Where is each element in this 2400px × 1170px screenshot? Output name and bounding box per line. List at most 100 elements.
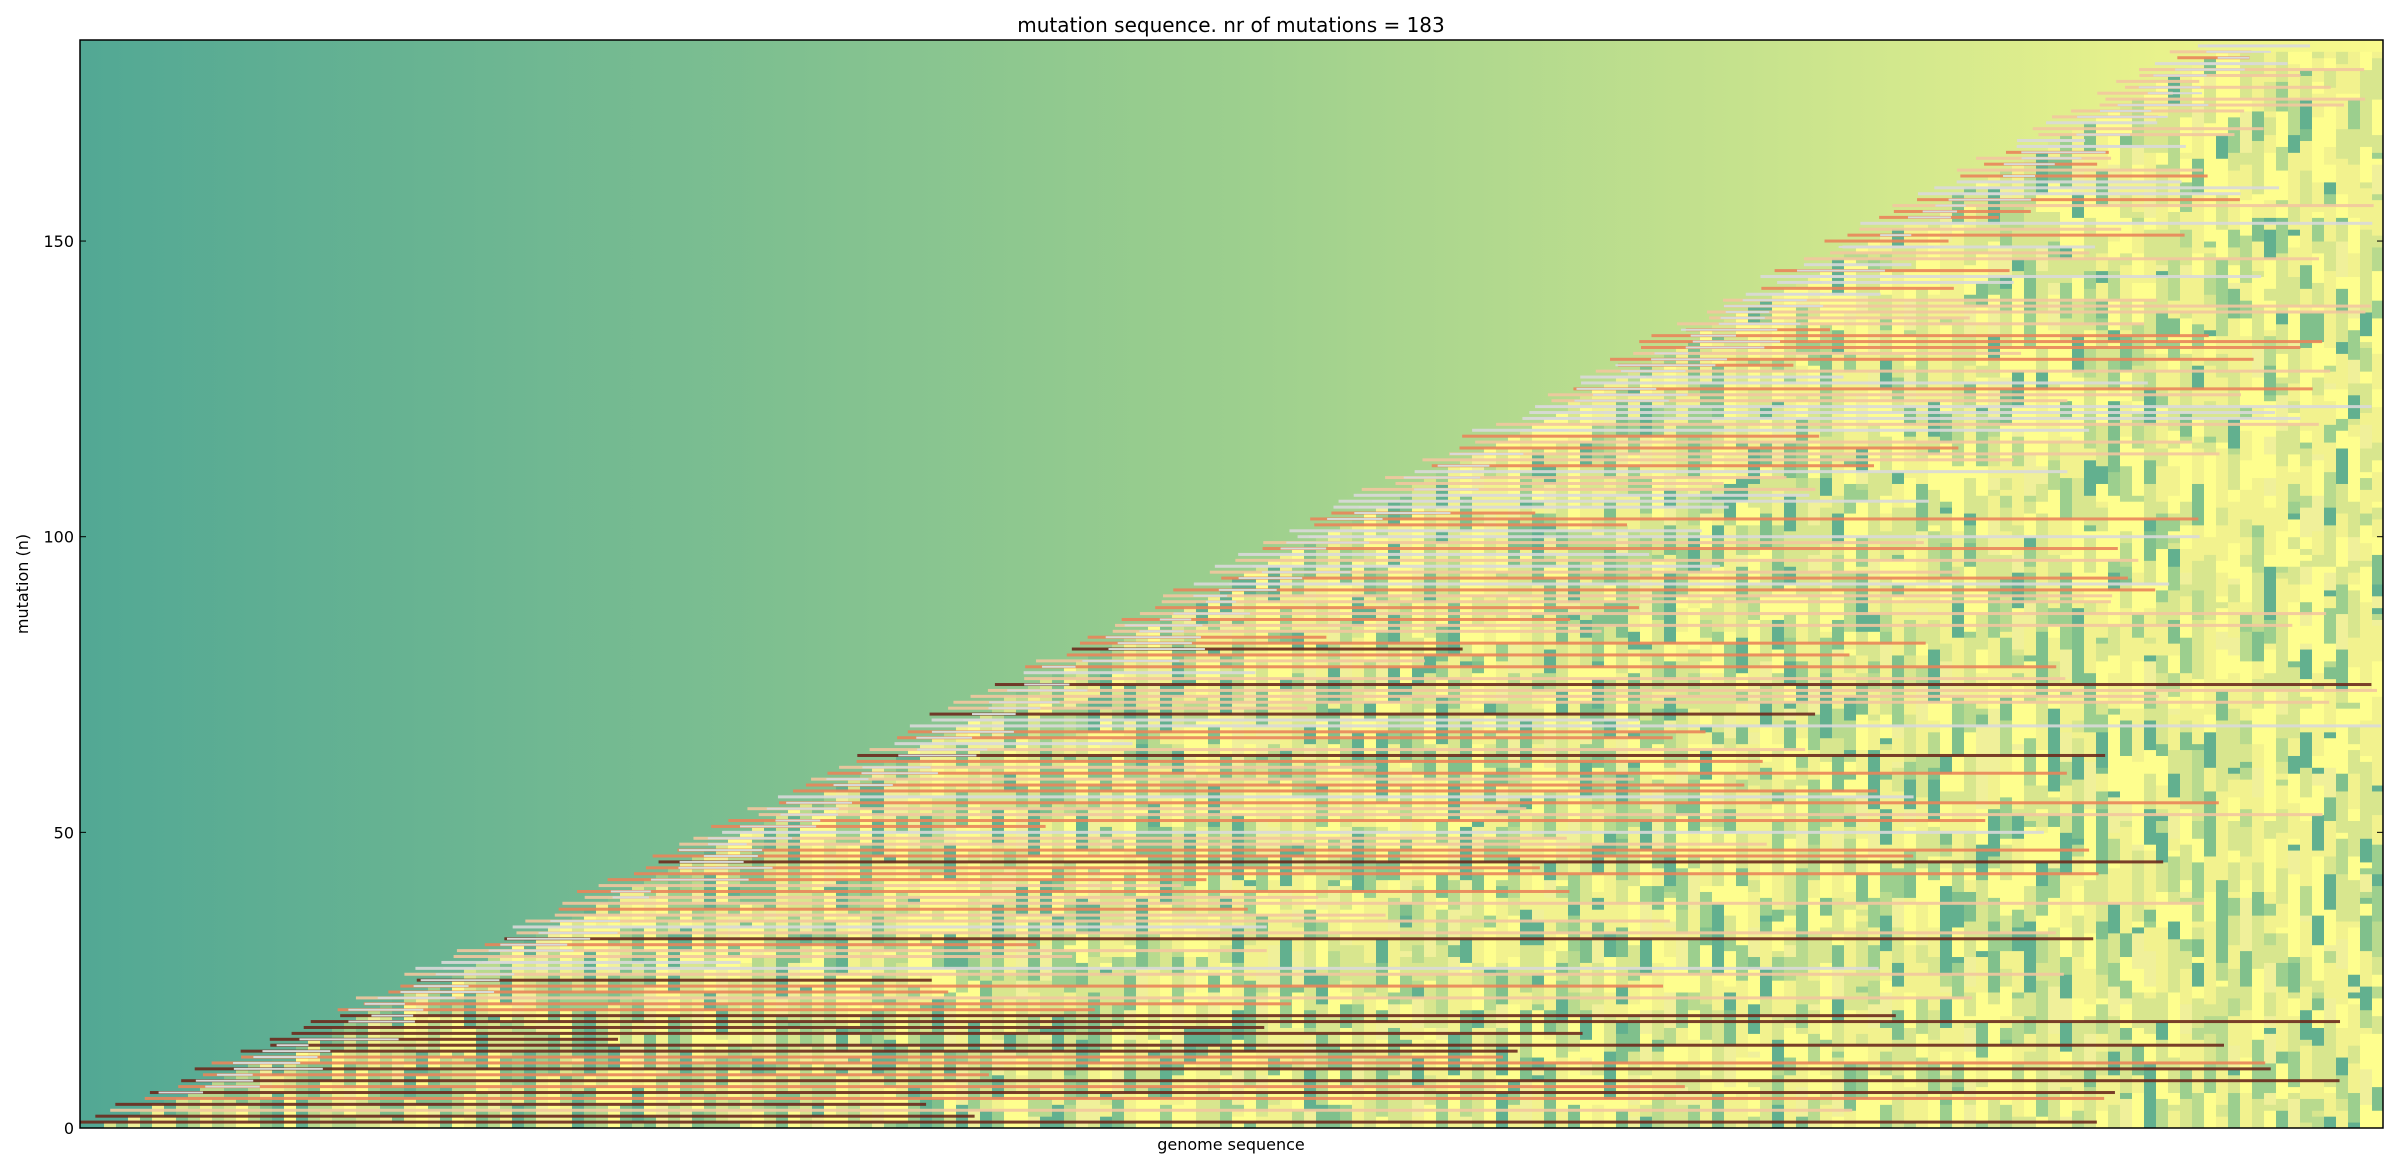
mutation-block bbox=[1892, 1092, 1905, 1128]
mutation-block bbox=[1436, 566, 1449, 585]
mutation-block bbox=[2144, 997, 2157, 1011]
mutation-block bbox=[1748, 749, 1761, 786]
mutation-block bbox=[2060, 649, 2073, 680]
mutation-block bbox=[1880, 666, 1893, 686]
mutation-block bbox=[1448, 873, 1461, 881]
mutation-block bbox=[2012, 465, 2025, 490]
mutation-block bbox=[824, 790, 837, 798]
mutation-block bbox=[1880, 1104, 1893, 1128]
mutation-block bbox=[1460, 643, 1473, 662]
mutation-block bbox=[1964, 607, 1977, 632]
mutation-block bbox=[2264, 962, 2277, 993]
mutation-block bbox=[1424, 861, 1437, 892]
mutation-block bbox=[1664, 572, 1677, 579]
mutation-block bbox=[1964, 306, 1977, 337]
mutation-block bbox=[2180, 779, 2193, 810]
mutation-block bbox=[2168, 170, 2181, 177]
mutation-block bbox=[1844, 453, 1857, 461]
mutation-block bbox=[2156, 654, 2169, 674]
mutation-block bbox=[2168, 436, 2181, 443]
mutation-block bbox=[1808, 554, 1821, 573]
mutation-block bbox=[2240, 767, 2253, 780]
mutation-block bbox=[1376, 861, 1389, 881]
mutation-block bbox=[2132, 223, 2145, 254]
mutation-block bbox=[2168, 749, 2181, 774]
mutation-block bbox=[440, 980, 453, 999]
mutation-block bbox=[1160, 962, 1173, 969]
mutation-block bbox=[2228, 51, 2241, 59]
mutation-block bbox=[2276, 773, 2289, 780]
mutation-block bbox=[836, 1068, 849, 1076]
mutation-block bbox=[1640, 513, 1653, 538]
mutation-block bbox=[1532, 832, 1545, 839]
mutation-block bbox=[1724, 518, 1737, 526]
mutation-block bbox=[1400, 986, 1413, 999]
mutation-block bbox=[2228, 850, 2241, 863]
mutation-block bbox=[1904, 654, 1917, 686]
mutation-block bbox=[1688, 530, 1701, 538]
mutation-block bbox=[2168, 672, 2181, 680]
mutation-block bbox=[1916, 589, 1929, 609]
mutation-block bbox=[1904, 980, 1917, 993]
mutation-block bbox=[908, 897, 921, 904]
mutation-block bbox=[2144, 773, 2157, 810]
mutation-block bbox=[2288, 229, 2301, 236]
mutation-block bbox=[1880, 749, 1893, 774]
mutation-block bbox=[1784, 335, 1797, 354]
mutation-block bbox=[1952, 997, 1965, 1023]
mutation-block bbox=[1172, 986, 1185, 1005]
mutation-block bbox=[1976, 181, 1989, 189]
mutation-block bbox=[2240, 359, 2253, 390]
mutation-block bbox=[1760, 921, 1773, 934]
mutation-block bbox=[1652, 785, 1665, 816]
mutation-block bbox=[956, 767, 969, 774]
mutation-block bbox=[1844, 1110, 1857, 1128]
mutation-block bbox=[1532, 631, 1545, 668]
mutation-block bbox=[1772, 560, 1785, 591]
mutation-block bbox=[1736, 442, 1749, 449]
mutation-block bbox=[1916, 962, 1929, 999]
mutation-block bbox=[2000, 690, 2013, 697]
mutation-block bbox=[1532, 974, 1545, 987]
mutation-block bbox=[1304, 1110, 1317, 1128]
mutation-block bbox=[2156, 394, 2169, 408]
mutation-block bbox=[1892, 654, 1905, 691]
mutation-block bbox=[2048, 932, 2061, 969]
mutation-block bbox=[1748, 1003, 1761, 1034]
mutation-block bbox=[1556, 950, 1569, 963]
mutation-block bbox=[1712, 1074, 1725, 1082]
mutation-block bbox=[1064, 708, 1077, 715]
mutation-block bbox=[272, 1057, 285, 1076]
mutation-block bbox=[2300, 649, 2313, 680]
mutation-block bbox=[1580, 1009, 1593, 1017]
mutation-block bbox=[1760, 897, 1773, 916]
mutation-block bbox=[2312, 850, 2325, 857]
mutation-block bbox=[1388, 897, 1401, 922]
mutation-block bbox=[1784, 418, 1797, 437]
mutation-block bbox=[2252, 193, 2265, 207]
mutation-block bbox=[176, 1110, 189, 1128]
mutation-block bbox=[848, 1122, 861, 1128]
mutation-block bbox=[1412, 962, 1425, 981]
mutation-block bbox=[476, 1110, 489, 1128]
mutation-block bbox=[2216, 282, 2229, 307]
mutation-block bbox=[1964, 879, 1977, 892]
mutation-block bbox=[1292, 1051, 1305, 1058]
mutation-block bbox=[2288, 483, 2301, 502]
mutation-block bbox=[1808, 643, 1821, 680]
mutation-block bbox=[2060, 477, 2073, 502]
mutation-block bbox=[2048, 140, 2061, 147]
mutation-block bbox=[1040, 1033, 1053, 1040]
mutation-block bbox=[1928, 861, 1941, 881]
mutation-block bbox=[1880, 714, 1893, 733]
mutation-block bbox=[1808, 749, 1821, 768]
mutation-block bbox=[1892, 767, 1905, 792]
mutation-block bbox=[1760, 832, 1773, 863]
mutation-block bbox=[1196, 938, 1209, 958]
mutation-block bbox=[2000, 548, 2013, 555]
mutation-block bbox=[1508, 897, 1521, 916]
mutation-block bbox=[1568, 542, 1581, 561]
mutation-block bbox=[1784, 637, 1797, 662]
mutation-block bbox=[2168, 678, 2181, 697]
mutation-block bbox=[1460, 938, 1473, 963]
